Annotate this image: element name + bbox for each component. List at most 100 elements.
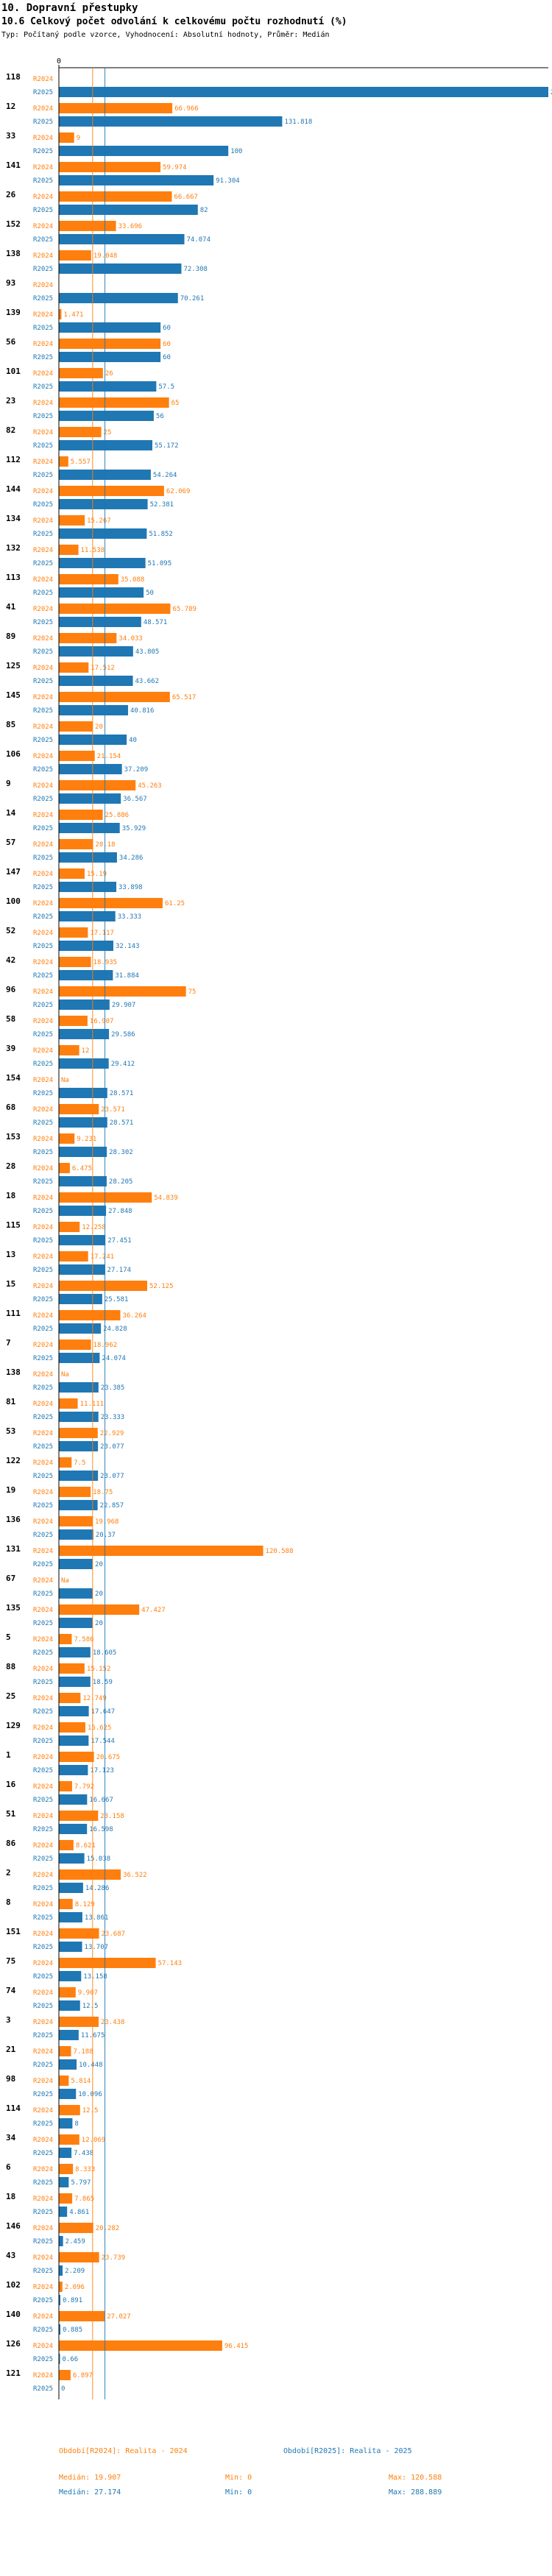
value-label-2025: 29.586	[111, 1031, 135, 1038]
value-label-2024: 7.792	[74, 1783, 94, 1791]
value-label-2024: 12.749	[82, 1695, 107, 1702]
value-label-2025: 24.828	[103, 1326, 127, 1333]
series-label-2024: R2024	[33, 1283, 53, 1290]
value-label-2024: 1.471	[63, 311, 83, 319]
series-label-2024: R2024	[33, 2019, 53, 2026]
bar-2024	[59, 868, 85, 879]
value-label-2025: 74.074	[187, 236, 211, 244]
bar-2025	[59, 2118, 73, 2129]
series-label-2024: R2024	[33, 753, 53, 760]
bar-2025	[59, 293, 178, 303]
series-label-2024: R2024	[33, 1518, 53, 1526]
value-label-2025: 72.308	[183, 266, 208, 273]
series-label-2025: R2025	[33, 737, 53, 744]
bar-2024	[59, 2370, 71, 2380]
value-label-2024: 66.966	[174, 105, 199, 113]
value-label-2024: 16.907	[90, 1018, 114, 1025]
bar-2024	[59, 574, 118, 584]
bar-2024	[59, 2193, 73, 2204]
bar-2025	[59, 175, 214, 185]
series-label-2025: R2025	[33, 2003, 53, 2010]
value-label-2025: 2.209	[65, 2268, 85, 2275]
value-label-2025: 54.264	[153, 472, 177, 479]
series-label-2025: R2025	[33, 1355, 53, 1362]
value-label-2025: 22.857	[100, 1502, 124, 1510]
series-label-2025: R2025	[33, 560, 53, 567]
series-label-2024: R2024	[33, 900, 53, 907]
bar-2025	[59, 1971, 82, 1981]
series-label-2025: R2025	[33, 1443, 53, 1451]
series-label-2025: R2025	[33, 1384, 53, 1392]
value-label-2025: 23.333	[101, 1414, 125, 1421]
bar-2024	[59, 662, 89, 673]
category-label: 139	[6, 308, 21, 317]
category-label: 16	[6, 1780, 16, 1789]
series-label-2024: R2024	[33, 841, 53, 849]
bar-2024	[59, 2223, 93, 2233]
series-label-2025: R2025	[33, 442, 53, 450]
category-label: 136	[6, 1515, 21, 1524]
category-label: 42	[6, 955, 15, 965]
value-label-2024: 12.5	[82, 2107, 99, 2115]
bar-2024	[59, 1899, 73, 1909]
value-label-2024: 23.739	[102, 2254, 126, 2262]
value-label-2024: 26	[105, 370, 113, 378]
category-label: 85	[6, 720, 15, 729]
value-label-2025: 23.077	[100, 1473, 124, 1480]
value-label-2025: 27.848	[108, 1208, 132, 1215]
bar-2025	[59, 1559, 93, 1569]
value-label-2025: 28.302	[109, 1149, 133, 1156]
bar-2025	[59, 322, 161, 333]
legend-2024-title: Období[R2024]: Realita - 2024	[59, 2447, 188, 2455]
legend-2024-min: Min: 0	[225, 2474, 252, 2482]
value-label-2025: 20	[95, 1561, 103, 1568]
value-label-2024: 15.625	[88, 1724, 112, 1732]
bar-2025	[59, 941, 113, 951]
bar-2025	[59, 1500, 98, 1510]
bar-2024	[59, 1722, 85, 1733]
bar-2024	[59, 1634, 72, 1644]
value-label-2024: 8.621	[76, 1842, 96, 1850]
series-label-2024: R2024	[33, 1312, 53, 1320]
category-label: 43	[6, 2251, 15, 2260]
category-label: 81	[6, 1397, 16, 1406]
series-label-2024: R2024	[33, 1195, 53, 1202]
value-label-2024: Na	[61, 1371, 69, 1379]
series-label-2024: R2024	[33, 429, 53, 436]
category-label: 125	[6, 661, 21, 670]
value-label-2024: 17.117	[90, 930, 114, 937]
bar-2024	[59, 1281, 147, 1291]
bar-2025	[59, 1677, 91, 1687]
bar-2025	[59, 146, 229, 156]
series-label-2025: R2025	[33, 118, 53, 126]
series-label-2024: R2024	[33, 1931, 53, 1938]
bar-2024	[59, 780, 136, 790]
series-label-2024: R2024	[33, 2254, 53, 2262]
bar-2025	[59, 234, 185, 244]
value-label-2024: 65.517	[172, 694, 197, 701]
bar-2024	[59, 1310, 121, 1320]
bar-2024	[59, 1604, 140, 1615]
series-label-2024: R2024	[33, 1165, 53, 1172]
series-label-2025: R2025	[33, 648, 53, 656]
value-label-2025: 48.571	[144, 619, 168, 626]
series-label-2024: R2024	[33, 488, 53, 495]
bar-2024	[59, 397, 169, 408]
series-label-2025: R2025	[33, 1031, 53, 1038]
legend-2024-max: Max: 120.588	[389, 2474, 442, 2482]
value-label-2025: 23.077	[100, 1443, 124, 1451]
value-label-2024: 36.522	[123, 1872, 147, 1879]
category-label: 154	[6, 1073, 21, 1083]
bar-2024	[59, 1045, 79, 1055]
category-label: 82	[6, 425, 15, 435]
bar-2024	[59, 1192, 152, 1203]
bar-2024	[59, 2282, 63, 2292]
series-label-2024: R2024	[33, 782, 53, 790]
bar-2025	[59, 1117, 107, 1128]
bar-2025	[59, 1471, 99, 1481]
bar-2024	[59, 1781, 72, 1791]
category-label: 134	[6, 514, 21, 523]
value-label-2025: 20.37	[96, 1532, 116, 1539]
value-label-2025: 14.286	[85, 1885, 110, 1892]
value-label-2025: 131.818	[284, 118, 312, 126]
